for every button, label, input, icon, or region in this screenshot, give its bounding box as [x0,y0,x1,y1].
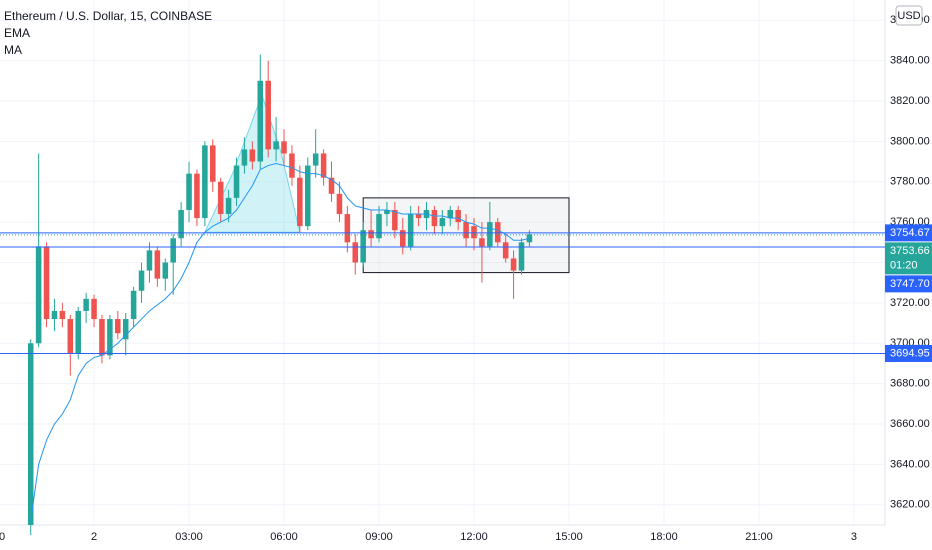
candle-body [225,197,232,215]
price-label-box [885,242,932,275]
candle-body [344,214,351,243]
candle-body [35,246,42,344]
price-label-box [885,344,932,362]
candle-body [312,153,319,166]
price-label: 3694.95 [890,347,930,359]
candle-body [249,149,256,162]
legend-entry: MA [4,43,22,57]
candle-body [115,319,121,334]
candle-body [265,80,271,150]
candle-body [233,165,240,198]
x-tick-label: 03:00 [175,531,203,543]
candle-body [75,310,81,354]
currency-label[interactable]: USD [897,10,920,22]
candle-body [217,181,224,215]
candle-body [384,210,390,215]
candle-body [431,210,438,227]
countdown-label: 01:20 [890,259,918,271]
candle-body [502,242,509,259]
candle-body [138,270,145,291]
candle-body [289,153,295,178]
indicator-line [30,163,530,522]
x-tick-label: 18:00 [650,531,678,543]
candle-body [336,193,343,215]
y-tick-label: 3620.00 [890,499,930,511]
candle-body [91,298,97,320]
x-tick-label: 3 [851,531,857,543]
candle-body [43,246,50,320]
candle-body [194,173,200,219]
price-label: 3754.67 [890,227,930,239]
price-label-box [885,275,932,293]
candle-body [305,165,311,227]
candle-body [186,173,192,210]
legend-entry: EMA [4,26,30,40]
y-tick-label: 3820.00 [890,95,930,107]
candle-body [122,319,129,340]
chart-title: Ethereum / U.S. Dollar, 15, COINBASE [4,9,212,23]
candle-body [257,80,264,162]
candle-body [487,222,493,247]
candle-body [494,222,501,243]
y-tick-label: 3640.00 [890,458,930,470]
candle-body [439,218,446,227]
candle-body [463,222,469,239]
candle-body [415,214,422,219]
candle-body [162,262,169,279]
candle-body [328,177,335,194]
candle-body [273,141,279,150]
candle-body [297,177,303,227]
candle-body [51,310,58,320]
x-tick-label: 2 [91,531,97,543]
y-tick-label: 3680.00 [890,378,930,390]
y-tick-label: 3720.00 [890,297,930,309]
candle-body [67,319,74,354]
x-tick-label: 12:00 [460,531,488,543]
candle-body [376,214,382,239]
candle-body [202,145,208,219]
candle-body [178,210,184,239]
candle-body [130,290,137,320]
candle-body [360,230,366,263]
candle-body [447,210,454,219]
x-tick-label: 21:00 [745,531,773,543]
candle-body [210,145,216,182]
y-tick-label: 3800.00 [890,135,930,147]
candle-body [281,141,287,154]
x-tick-label: 06:00 [270,531,298,543]
candle-body [407,214,414,247]
price-label-box [885,224,932,242]
plot [0,0,885,536]
candle-body [154,250,161,279]
candle-body [107,319,113,356]
candle-body [518,242,525,271]
price-label: 3747.70 [890,278,930,290]
candle-body [479,238,485,247]
y-tick-label: 3660.00 [890,418,930,430]
y-tick-label: 3840.00 [890,54,930,66]
candle-body [170,238,176,263]
candle-body [455,210,461,223]
candle-body [399,230,406,247]
candle-body [352,242,359,263]
x-tick-label: 15:00 [555,531,583,543]
candle-body [27,343,34,525]
candle-body [146,250,153,271]
candle-body [241,149,248,166]
candle-body [59,310,66,320]
currency-badge[interactable] [895,5,923,26]
y-tick-label: 3780.00 [890,176,930,188]
candle-body [99,319,105,356]
x-tick-label: 09:00 [365,531,393,543]
candle-body [471,226,477,239]
price-label: 3753.66 [890,245,930,257]
candle-body [320,153,327,178]
candle-body [368,230,374,239]
x-tick-label: 00 [0,531,5,543]
candle-body [392,210,398,231]
candle-body [83,298,89,311]
candle-body [510,258,517,271]
